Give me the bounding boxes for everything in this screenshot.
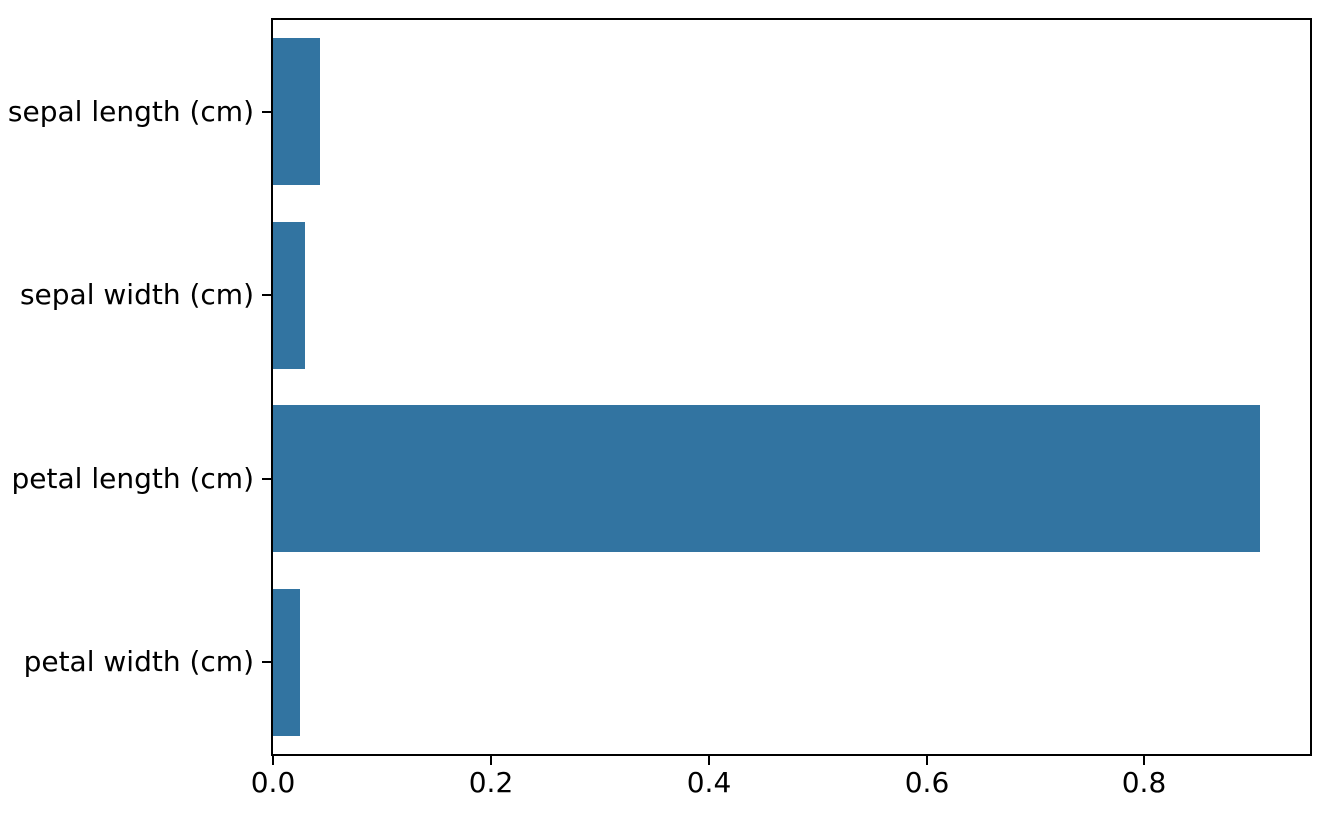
y-tick-mark — [262, 478, 271, 480]
x-tick-mark — [490, 756, 492, 765]
y-tick-label: sepal length (cm) — [7, 95, 254, 128]
x-tick-label: 0.0 — [250, 766, 296, 799]
bar-petal-width-cm — [273, 589, 300, 736]
x-tick-label: 0.2 — [468, 766, 514, 799]
y-tick-mark — [262, 294, 271, 296]
y-tick-mark — [262, 111, 271, 113]
x-tick-mark — [272, 756, 274, 765]
y-tick-label: sepal width (cm) — [19, 278, 254, 311]
bar-sepal-length-cm — [273, 38, 320, 185]
y-tick-label: petal width (cm) — [23, 645, 254, 678]
bar-petal-length-cm — [273, 405, 1260, 552]
y-tick-label: petal length (cm) — [11, 462, 254, 495]
x-tick-mark — [926, 756, 928, 765]
bar-sepal-width-cm — [273, 222, 305, 369]
x-tick-mark — [708, 756, 710, 765]
x-tick-label: 0.8 — [1121, 766, 1167, 799]
x-tick-mark — [1143, 756, 1145, 765]
plot-area — [271, 18, 1312, 756]
y-tick-mark — [262, 661, 271, 663]
x-tick-label: 0.4 — [686, 766, 732, 799]
x-tick-label: 0.6 — [904, 766, 950, 799]
